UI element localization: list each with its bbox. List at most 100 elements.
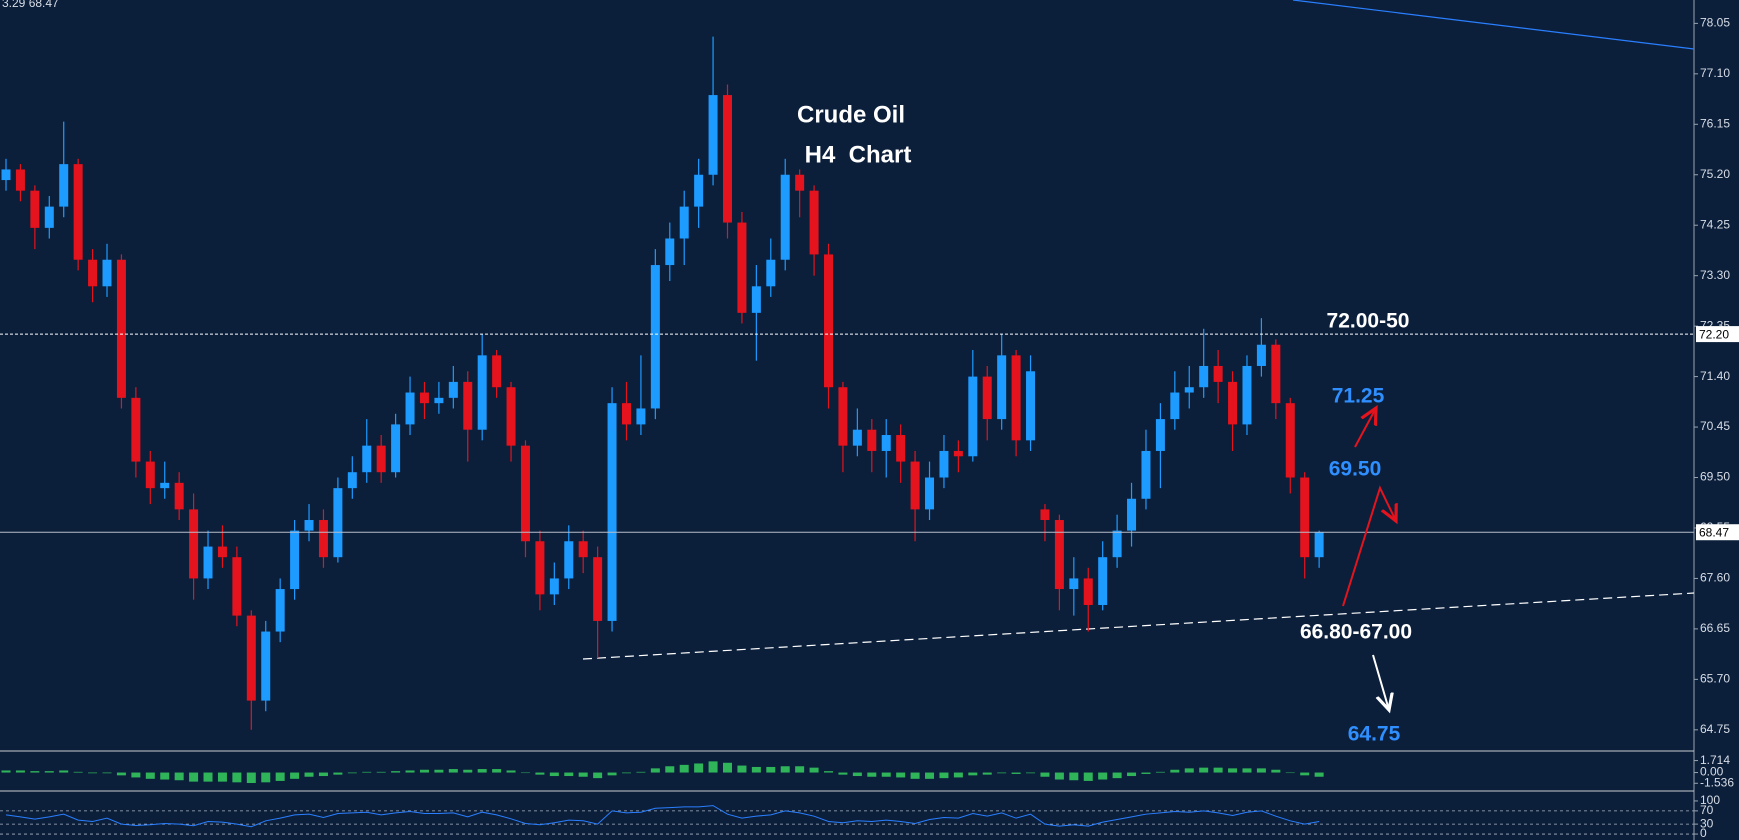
- histogram-bar: [867, 772, 877, 777]
- histogram-bar: [665, 766, 675, 773]
- histogram-bar: [145, 772, 155, 779]
- histogram-bar: [1098, 772, 1108, 780]
- histogram-bar: [1242, 768, 1252, 773]
- histogram-bar: [737, 765, 747, 773]
- candle-body: [795, 174, 805, 191]
- y-tick-label: 70: [1700, 803, 1714, 817]
- candle-body: [275, 589, 285, 632]
- annotation: 69.50: [1329, 458, 1382, 481]
- histogram-bar: [766, 766, 776, 773]
- histogram-bar: [1314, 772, 1324, 777]
- candle-body: [1271, 344, 1281, 404]
- histogram-bar: [463, 769, 473, 773]
- histogram-bar: [708, 761, 718, 773]
- candle-body: [246, 615, 256, 701]
- candle-body: [939, 450, 949, 478]
- price-level-box: [1696, 326, 1739, 343]
- candle-body: [304, 520, 314, 531]
- histogram-bar: [838, 772, 848, 775]
- histogram-bar: [982, 772, 992, 775]
- candle-body: [362, 445, 372, 473]
- candle-body: [578, 541, 588, 558]
- candle-body: [391, 424, 401, 473]
- candle-body: [1228, 381, 1238, 425]
- y-tick-label: 1.714: [1700, 753, 1730, 767]
- histogram-bar: [953, 772, 963, 778]
- candle-body: [968, 376, 978, 457]
- candle-body: [1069, 578, 1079, 590]
- candle-body: [708, 95, 718, 175]
- candle-body: [333, 488, 343, 558]
- candle-body: [15, 169, 25, 191]
- candle-body: [1184, 387, 1194, 393]
- candle-body: [448, 381, 458, 398]
- histogram-bar: [102, 772, 112, 774]
- histogram-bar: [275, 772, 285, 781]
- histogram-bar: [1199, 767, 1209, 773]
- candle-body: [896, 435, 906, 462]
- candle-body: [1040, 509, 1050, 521]
- histogram-bar: [232, 772, 242, 783]
- histogram-bar: [1300, 772, 1310, 776]
- histogram-bar: [1141, 772, 1151, 774]
- histogram-bar: [44, 771, 54, 773]
- histogram-bar: [1170, 769, 1180, 773]
- chart-subtitle: H4 Chart: [805, 141, 912, 168]
- histogram-bar: [824, 771, 834, 773]
- candle-body: [665, 238, 675, 266]
- arrow: [1354, 408, 1376, 448]
- histogram-bar: [968, 772, 978, 776]
- histogram-bar: [506, 770, 516, 773]
- candle-body: [116, 259, 126, 398]
- candle-body: [621, 403, 631, 425]
- histogram-bar: [318, 772, 328, 777]
- candle-body: [88, 259, 98, 287]
- y-tick-label: 66.65: [1700, 621, 1730, 635]
- candle-body: [809, 190, 819, 255]
- y-tick-label: 67.60: [1700, 571, 1730, 585]
- candle-body: [1141, 450, 1151, 499]
- histogram-bar: [896, 772, 906, 778]
- histogram-bar: [910, 772, 920, 779]
- y-tick-label: 73.30: [1700, 268, 1730, 282]
- candle-body: [73, 164, 83, 260]
- histogram-bar: [419, 769, 429, 773]
- candle-body: [30, 190, 40, 228]
- candle-body: [737, 222, 747, 313]
- histogram-bar: [1256, 768, 1266, 773]
- histogram-bar: [290, 772, 300, 779]
- histogram-bar: [405, 770, 415, 773]
- histogram-bar: [492, 769, 502, 773]
- histogram-bar: [1, 770, 11, 773]
- y-tick-label: 64.75: [1700, 722, 1730, 736]
- histogram-bar: [1228, 768, 1238, 773]
- candle-body: [1026, 371, 1036, 441]
- y-tick-label: 65.70: [1700, 672, 1730, 686]
- candle-body: [1213, 365, 1223, 382]
- histogram-bar: [1155, 771, 1165, 773]
- candle-body: [1011, 355, 1021, 441]
- candle-body: [1300, 477, 1310, 558]
- histogram-bar: [939, 772, 949, 779]
- candle-body: [419, 392, 429, 404]
- histogram-bar: [73, 771, 83, 773]
- price-level-label: 68.47: [1699, 525, 1729, 539]
- histogram-bar: [189, 772, 199, 782]
- histogram-bar: [809, 767, 819, 773]
- histogram-bar: [852, 772, 862, 777]
- arrow: [1342, 485, 1396, 607]
- candle-body: [564, 541, 574, 579]
- histogram-bar: [1112, 772, 1122, 779]
- histogram-bar: [116, 772, 126, 776]
- chart-title: Crude Oil: [797, 101, 905, 128]
- arrow: [1372, 654, 1389, 710]
- candle-body: [881, 435, 891, 451]
- histogram-bar: [1083, 772, 1093, 781]
- histogram-bar: [636, 771, 646, 773]
- price-level-box: [1696, 524, 1739, 541]
- histogram-bar: [723, 762, 732, 773]
- indicator-line: [5, 805, 1320, 828]
- y-tick-label: 76.15: [1700, 116, 1730, 130]
- candle-body: [477, 355, 487, 430]
